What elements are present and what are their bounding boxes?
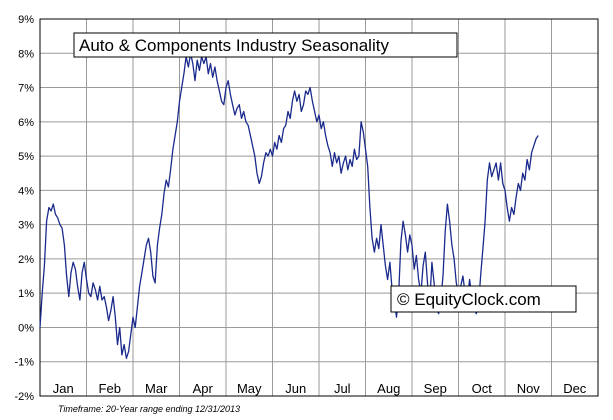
watermark-label: © EquityClock.com: [397, 290, 541, 309]
x-tick-label-oct: Oct: [472, 381, 493, 396]
x-tick-label-aug: Aug: [377, 381, 400, 396]
y-tick-label: 5%: [18, 151, 34, 163]
y-tick-label: 9%: [18, 14, 34, 26]
x-tick-label-jun: Jun: [285, 381, 306, 396]
chart-title: Auto & Components Industry Seasonality: [79, 36, 389, 55]
x-tick-label-nov: Nov: [517, 381, 541, 396]
x-tick-label-may: May: [237, 381, 262, 396]
y-tick-label: 2%: [18, 254, 34, 266]
y-tick-label: 3%: [18, 220, 34, 232]
y-axis-ticks: -2% -1% 0% 1% 2% 3% 4% 5% 6% 7% 8% 9%: [14, 14, 34, 403]
watermark-box: © EquityClock.com: [390, 285, 577, 313]
chart-title-frame: [73, 32, 458, 58]
x-tick-label-jul: Jul: [334, 381, 351, 396]
y-tick-label: 8%: [18, 48, 34, 60]
x-tick-label-sep: Sep: [424, 381, 447, 396]
x-tick-label-apr: Apr: [193, 381, 214, 396]
y-tick-label: -2%: [14, 391, 34, 403]
x-tick-label-dec: Dec: [563, 381, 587, 396]
y-tick-label: 6%: [18, 117, 34, 129]
x-axis-month-labels: Jan Feb Mar Apr May Jun Jul Aug Sep Oct Nov Dec: [53, 381, 587, 396]
x-tick-label-jan: Jan: [53, 381, 74, 396]
y-tick-label: 0%: [18, 322, 34, 334]
y-tick-label: 4%: [18, 185, 34, 197]
watermark-frame: [390, 285, 577, 313]
x-tick-label-feb: Feb: [99, 381, 121, 396]
series-line: [39, 52, 539, 359]
y-tick-label: 1%: [18, 288, 34, 300]
timeframe-footnote: Timeframe: 20-Year range ending 12/31/20…: [58, 404, 240, 414]
chart-title-box: Auto & Components Industry Seasonality: [73, 32, 458, 58]
gridlines: [40, 19, 598, 396]
plot-area-border: [39, 18, 599, 397]
y-tick-label: 7%: [18, 83, 34, 95]
x-tick-label-mar: Mar: [145, 381, 168, 396]
y-tick-label: -1%: [14, 357, 34, 369]
